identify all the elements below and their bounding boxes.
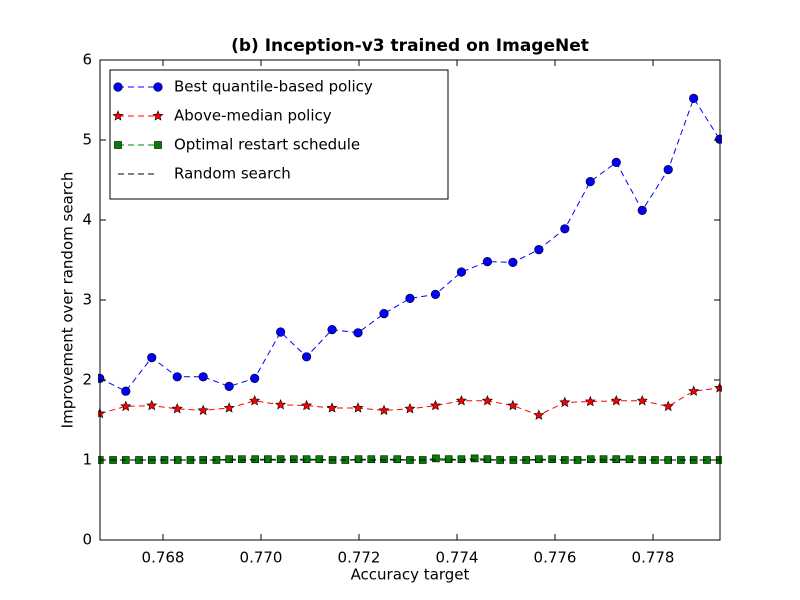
point xyxy=(120,400,132,412)
point xyxy=(112,110,124,121)
point xyxy=(302,455,311,464)
point xyxy=(611,157,621,167)
point xyxy=(430,289,441,300)
point xyxy=(637,205,647,215)
legend-box xyxy=(109,69,449,200)
point xyxy=(393,455,402,464)
point xyxy=(114,141,122,149)
point xyxy=(238,455,246,464)
point xyxy=(585,177,595,187)
point xyxy=(224,381,234,392)
point xyxy=(456,267,467,277)
point xyxy=(404,403,416,414)
point xyxy=(315,455,324,464)
point xyxy=(367,455,376,464)
point xyxy=(146,399,158,411)
point xyxy=(198,372,208,382)
point xyxy=(662,400,674,412)
y-tick-label: 1 xyxy=(82,451,92,469)
point xyxy=(455,395,467,406)
point xyxy=(689,93,699,103)
point xyxy=(301,352,312,362)
point xyxy=(612,455,621,464)
point xyxy=(610,395,622,406)
x-tick-label: 0.774 xyxy=(436,549,479,567)
point xyxy=(326,402,338,413)
point xyxy=(482,257,492,267)
point xyxy=(586,455,595,464)
point xyxy=(290,455,298,464)
point xyxy=(457,455,466,464)
point xyxy=(507,399,519,411)
point xyxy=(535,455,543,464)
point xyxy=(508,257,518,268)
point xyxy=(559,396,571,408)
legend-label: Random search xyxy=(174,165,291,183)
point xyxy=(560,224,570,234)
point xyxy=(599,455,608,464)
point xyxy=(548,455,556,464)
x-tick-label: 0.770 xyxy=(240,549,283,567)
point xyxy=(152,110,164,121)
point xyxy=(154,141,162,149)
x-tick-label: 0.778 xyxy=(632,549,675,567)
point xyxy=(301,399,313,411)
point xyxy=(688,385,700,396)
y-tick-label: 2 xyxy=(82,371,92,389)
point xyxy=(483,455,492,464)
point xyxy=(172,372,182,382)
point xyxy=(113,82,123,92)
point xyxy=(171,403,183,414)
point xyxy=(663,165,673,175)
x-tick-label: 0.776 xyxy=(534,549,577,567)
point xyxy=(147,353,157,363)
point xyxy=(432,454,440,463)
x-axis-label: Accuracy target xyxy=(351,566,470,584)
plot-area xyxy=(98,93,722,464)
point xyxy=(197,404,209,416)
point xyxy=(121,386,131,396)
y-axis-label: Improvement over random search xyxy=(59,172,77,429)
legend-label: Best quantile-based policy xyxy=(174,78,373,96)
point xyxy=(225,455,233,464)
point xyxy=(444,455,453,464)
legend-label: Above-median policy xyxy=(174,107,332,125)
point xyxy=(636,395,648,406)
point xyxy=(533,409,545,420)
point xyxy=(250,373,260,384)
point xyxy=(275,399,287,410)
plot-frame xyxy=(99,59,721,541)
point xyxy=(378,404,390,416)
point xyxy=(470,454,479,463)
point xyxy=(625,455,634,464)
point xyxy=(380,455,388,464)
point xyxy=(534,245,544,255)
point xyxy=(353,328,363,338)
point xyxy=(379,309,389,319)
point xyxy=(251,455,259,464)
point xyxy=(276,455,285,464)
y-tick-label: 5 xyxy=(82,131,92,149)
y-tick-label: 3 xyxy=(82,291,92,309)
point xyxy=(354,455,363,464)
y-tick-label: 0 xyxy=(82,531,92,549)
point xyxy=(223,402,235,413)
point xyxy=(429,399,441,411)
x-tick-label: 0.772 xyxy=(338,549,381,567)
point xyxy=(276,327,286,337)
x-tick-label: 0.768 xyxy=(142,549,185,567)
y-tick-label: 4 xyxy=(82,211,92,229)
chart-title: (b) Inception-v3 trained on ImageNet xyxy=(231,36,589,56)
point xyxy=(153,82,163,92)
point xyxy=(352,402,364,413)
point xyxy=(481,395,493,406)
y-tick-label: 6 xyxy=(82,51,92,69)
point xyxy=(327,325,337,335)
point xyxy=(405,293,415,304)
point xyxy=(264,455,272,464)
point xyxy=(249,395,261,406)
legend-label: Optimal restart schedule xyxy=(174,136,360,154)
point xyxy=(584,395,596,407)
